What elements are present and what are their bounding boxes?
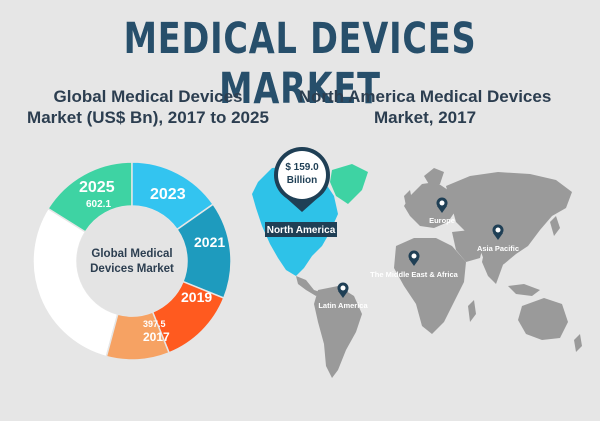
pin-asia-pacific-tip: [493, 233, 503, 240]
land-masses: [252, 164, 582, 378]
japan-shape: [550, 216, 560, 236]
south-america-shape: [314, 286, 362, 378]
label-2019: 2019: [181, 289, 212, 305]
label-2017: 2017: [143, 330, 170, 344]
europe-shape: [404, 182, 458, 228]
australia-shape: [518, 298, 568, 340]
pin-europe-tip: [437, 206, 447, 213]
callout-pin-inner: [278, 151, 326, 199]
donut-center-line1: Global Medical: [91, 248, 172, 260]
pin-europe-label: Europe: [429, 216, 455, 225]
callout-value-line2: Billion: [287, 175, 318, 186]
pin-asia-pacific-dot: [495, 227, 501, 233]
label-2021: 2021: [194, 234, 225, 250]
india-shape: [482, 250, 504, 284]
pin-latin-america: Latin America: [318, 282, 368, 310]
value-2025: 602.1: [86, 199, 111, 210]
asia-shape: [446, 172, 572, 270]
north-america-label-bg: [265, 222, 337, 237]
value-2017: 397.5: [143, 319, 166, 329]
north-america-callout: $ 159.0 Billion: [274, 147, 330, 212]
callout-value-line1: $ 159.0: [285, 162, 319, 173]
map-subtitle: North America Medical Devices Market, 20…: [285, 86, 565, 128]
donut-subtitle-line2: Market (US$ Bn), 2017 to 2025: [27, 108, 269, 127]
pin-latin-america-tip: [338, 291, 348, 298]
pin-latin-america-label: Latin America: [318, 301, 368, 310]
donut-center: [77, 206, 187, 316]
new-zealand-shape: [574, 334, 582, 352]
greenland-shape: [330, 164, 368, 204]
pin-mea-dot: [411, 253, 417, 259]
north-america-label: North America: [267, 225, 336, 236]
main-title: MEDICAL DEVICES MARKET: [123, 14, 477, 114]
madagascar-shape: [468, 300, 476, 322]
donut-segments: [32, 161, 232, 361]
pin-asia-pacific-label: Asia Pacific: [477, 244, 519, 253]
pin-mea-tip: [409, 259, 419, 266]
donut-subtitle-line1: Global Medical Devices: [53, 87, 243, 106]
indonesia-shape: [508, 284, 540, 296]
pin-europe: Europe: [429, 197, 455, 225]
pin-middle-east-africa: The Middle East & Africa: [370, 250, 459, 279]
pin-asia-pacific: Asia Pacific: [477, 224, 519, 253]
pin-latin-america-dot: [340, 285, 346, 291]
label-2023: 2023: [150, 186, 186, 203]
label-2025: 2025: [79, 179, 115, 196]
africa-shape: [394, 238, 466, 334]
callout-pin-tip: [284, 196, 320, 212]
pin-europe-dot: [439, 200, 445, 206]
central-america-shape: [296, 276, 320, 296]
map-subtitle-line1: North America Medical Devices: [298, 87, 552, 106]
map-subtitle-line2: Market, 2017: [373, 108, 477, 127]
uk-shape: [404, 190, 412, 206]
pin-mea-label: The Middle East & Africa: [370, 270, 458, 279]
scandinavia-shape: [424, 168, 444, 186]
donut-center-line2: Devices Market: [90, 263, 174, 275]
donut-subtitle: Global Medical Devices Market (US$ Bn), …: [18, 86, 278, 128]
